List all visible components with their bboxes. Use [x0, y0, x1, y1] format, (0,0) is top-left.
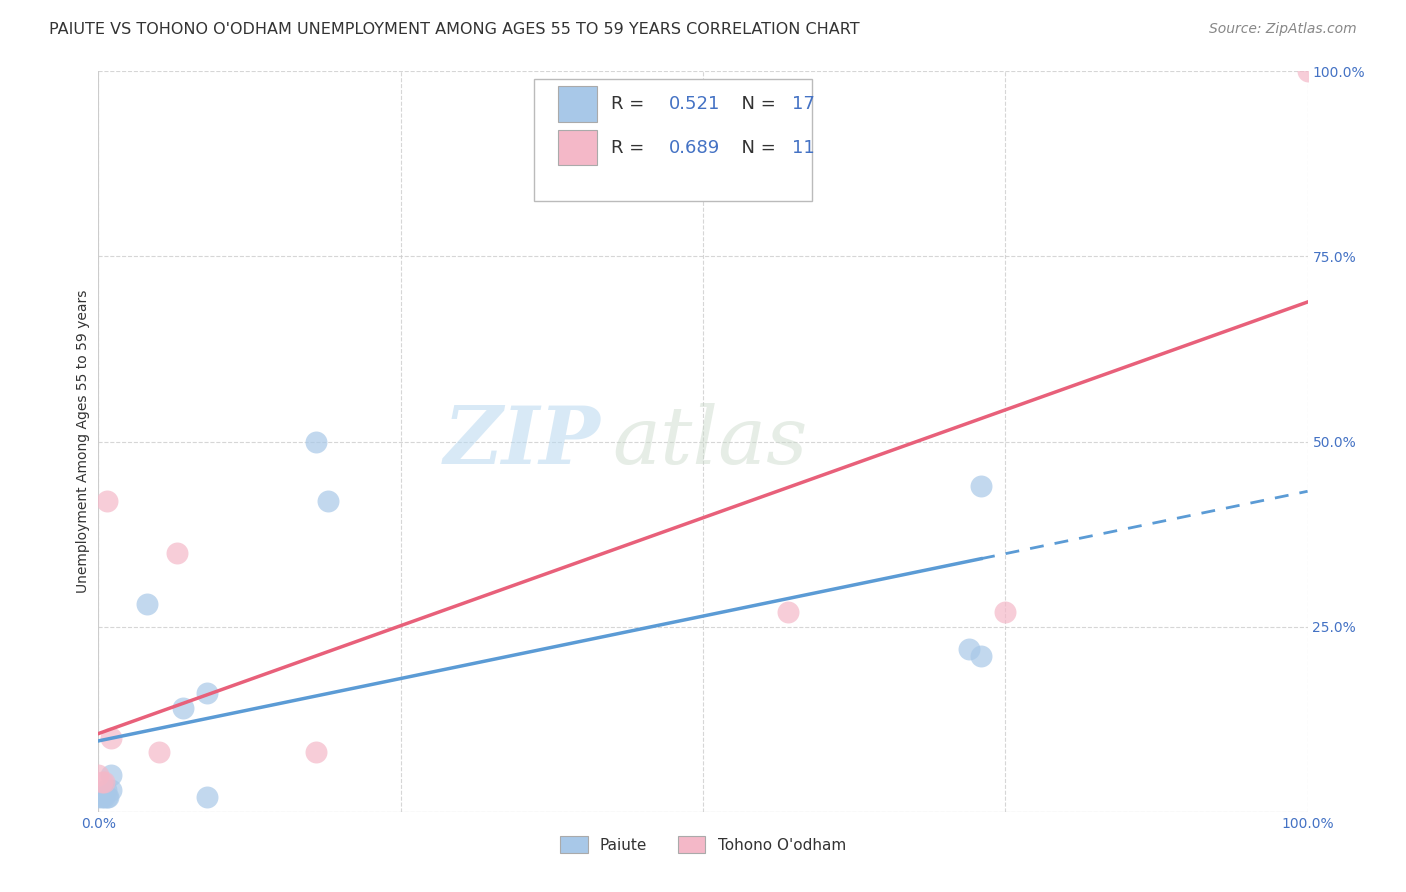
Text: 0.521: 0.521 — [669, 95, 720, 113]
Point — [94, 782, 117, 797]
Point — [91, 789, 114, 804]
Point — [93, 775, 115, 789]
Point — [305, 746, 328, 760]
Point — [100, 782, 122, 797]
Legend: Paiute, Tohono O'odham: Paiute, Tohono O'odham — [554, 830, 852, 860]
Point — [970, 649, 993, 664]
Text: N =: N = — [730, 138, 782, 157]
Text: atlas: atlas — [613, 403, 807, 480]
Text: ZIP: ZIP — [443, 403, 600, 480]
Point — [100, 731, 122, 745]
Text: PAIUTE VS TOHONO O'ODHAM UNEMPLOYMENT AMONG AGES 55 TO 59 YEARS CORRELATION CHAR: PAIUTE VS TOHONO O'ODHAM UNEMPLOYMENT AM… — [49, 22, 860, 37]
Point — [91, 775, 114, 789]
FancyBboxPatch shape — [534, 78, 811, 201]
Point — [994, 605, 1017, 619]
Point — [957, 641, 980, 656]
Point — [970, 479, 993, 493]
Bar — [558, 130, 596, 165]
Point — [96, 493, 118, 508]
Point — [135, 598, 157, 612]
Point — [97, 789, 120, 804]
Point — [166, 546, 188, 560]
Text: R =: R = — [612, 138, 650, 157]
Text: 0.689: 0.689 — [669, 138, 720, 157]
Point — [195, 686, 218, 700]
Point — [148, 746, 170, 760]
Bar — [558, 87, 596, 121]
Text: R =: R = — [612, 95, 650, 113]
Point — [195, 789, 218, 804]
Point — [100, 767, 122, 781]
Text: 17: 17 — [793, 95, 815, 113]
Point — [87, 789, 110, 804]
Point — [87, 767, 110, 781]
Text: Source: ZipAtlas.com: Source: ZipAtlas.com — [1209, 22, 1357, 37]
Point — [96, 789, 118, 804]
Text: 11: 11 — [793, 138, 815, 157]
Point — [1296, 64, 1319, 78]
Point — [93, 789, 115, 804]
Y-axis label: Unemployment Among Ages 55 to 59 years: Unemployment Among Ages 55 to 59 years — [76, 290, 90, 593]
Point — [776, 605, 799, 619]
Text: N =: N = — [730, 95, 782, 113]
Point — [316, 493, 339, 508]
Point — [305, 434, 328, 449]
Point — [172, 701, 194, 715]
